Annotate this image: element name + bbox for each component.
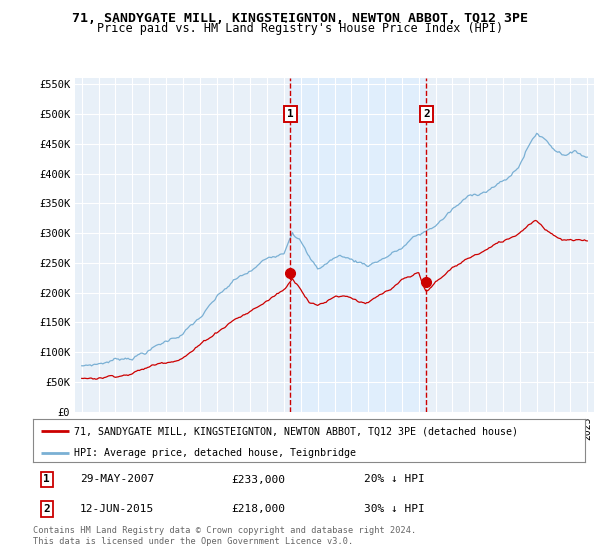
Text: £233,000: £233,000 bbox=[232, 474, 286, 484]
Text: HPI: Average price, detached house, Teignbridge: HPI: Average price, detached house, Teig… bbox=[74, 447, 356, 458]
Text: 1: 1 bbox=[287, 109, 294, 119]
Text: 12-JUN-2015: 12-JUN-2015 bbox=[80, 504, 154, 514]
Text: 71, SANDYGATE MILL, KINGSTEIGNTON, NEWTON ABBOT, TQ12 3PE: 71, SANDYGATE MILL, KINGSTEIGNTON, NEWTO… bbox=[72, 12, 528, 25]
Text: 1: 1 bbox=[43, 474, 50, 484]
Text: 2: 2 bbox=[423, 109, 430, 119]
Text: 2: 2 bbox=[43, 504, 50, 514]
Text: Price paid vs. HM Land Registry's House Price Index (HPI): Price paid vs. HM Land Registry's House … bbox=[97, 22, 503, 35]
Bar bbox=[290, 78, 427, 412]
Text: 20% ↓ HPI: 20% ↓ HPI bbox=[364, 474, 425, 484]
Text: 29-MAY-2007: 29-MAY-2007 bbox=[80, 474, 154, 484]
Text: 71, SANDYGATE MILL, KINGSTEIGNTON, NEWTON ABBOT, TQ12 3PE (detached house): 71, SANDYGATE MILL, KINGSTEIGNTON, NEWTO… bbox=[74, 426, 518, 436]
Text: 30% ↓ HPI: 30% ↓ HPI bbox=[364, 504, 425, 514]
Text: Contains HM Land Registry data © Crown copyright and database right 2024.
This d: Contains HM Land Registry data © Crown c… bbox=[33, 526, 416, 546]
Text: £218,000: £218,000 bbox=[232, 504, 286, 514]
